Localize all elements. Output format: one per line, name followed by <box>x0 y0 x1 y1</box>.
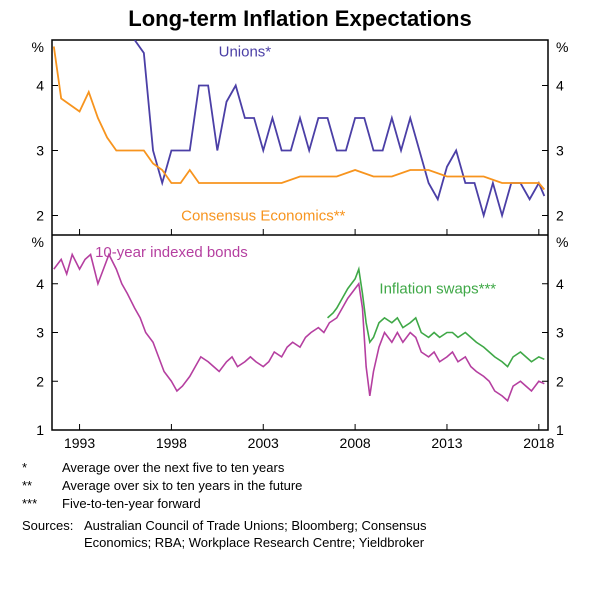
ytick-label: 4 <box>36 276 44 292</box>
ytick-label: 3 <box>36 143 44 159</box>
footnote-mark: ** <box>22 478 32 493</box>
footnote-mark: *** <box>22 496 37 511</box>
ytick-label: 4 <box>556 276 564 292</box>
ytick-label: 4 <box>556 78 564 94</box>
series-line <box>54 255 544 401</box>
xtick-label: 2018 <box>523 435 554 451</box>
y-unit-left: % <box>32 234 44 250</box>
series-line <box>135 40 545 216</box>
y-unit-right: % <box>556 234 568 250</box>
ytick-label: 2 <box>36 373 44 389</box>
series-label: 10-year indexed bonds <box>95 244 248 261</box>
ytick-label: 2 <box>36 208 44 224</box>
sources-label: Sources: <box>22 518 73 533</box>
ytick-label: 3 <box>36 325 44 341</box>
footnote-text: Five-to-ten-year forward <box>62 496 201 511</box>
y-unit-right: % <box>556 39 568 55</box>
chart-title: Long-term Inflation Expectations <box>128 6 471 31</box>
xtick-label: 2008 <box>340 435 371 451</box>
inflation-expectations-chart: Long-term Inflation Expectations 2 2 3 3 4 4%%… <box>0 0 600 595</box>
ytick-label: 2 <box>556 373 564 389</box>
ytick-label: 3 <box>556 143 564 159</box>
y-unit-left: % <box>32 39 44 55</box>
footnote-mark: * <box>22 460 27 475</box>
sources-text: Australian Council of Trade Unions; Bloo… <box>84 518 427 533</box>
series-label: Consensus Economics** <box>181 208 345 225</box>
series-label: Inflation swaps*** <box>379 281 496 298</box>
xtick-label: 2003 <box>248 435 279 451</box>
ytick-label: 1 <box>556 422 564 438</box>
footnote-text: Average over six to ten years in the fut… <box>62 478 302 493</box>
footnote-text: Average over the next five to ten years <box>62 460 285 475</box>
xtick-label: 1998 <box>156 435 187 451</box>
ytick-label: 2 <box>556 208 564 224</box>
series-label: Unions* <box>219 43 272 60</box>
ytick-label: 4 <box>36 78 44 94</box>
sources-text: Economics; RBA; Workplace Research Centr… <box>84 535 425 550</box>
ytick-label: 3 <box>556 325 564 341</box>
xtick-label: 2013 <box>431 435 462 451</box>
xtick-label: 1993 <box>64 435 95 451</box>
ytick-label: 1 <box>36 422 44 438</box>
